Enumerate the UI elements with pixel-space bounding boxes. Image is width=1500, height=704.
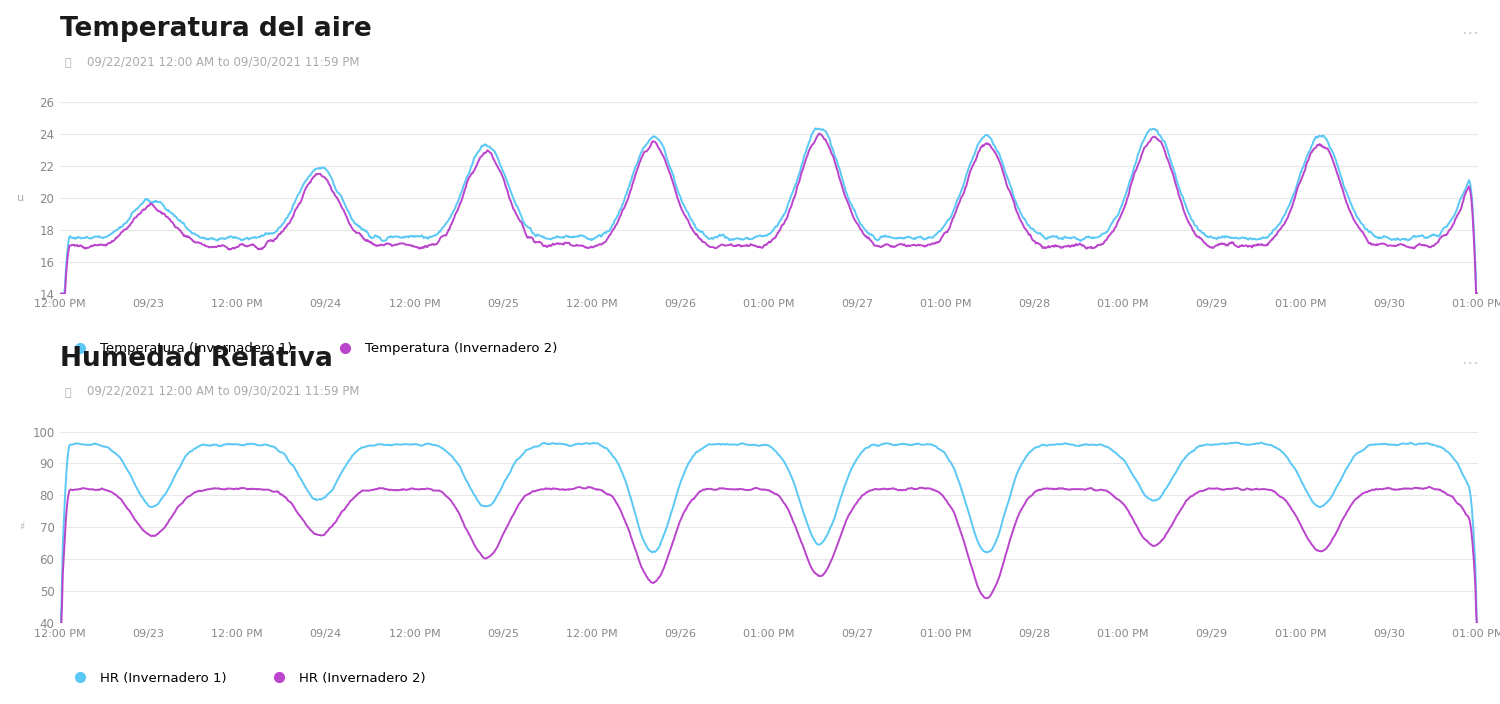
Legend: HR (Invernadero 1), HR (Invernadero 2): HR (Invernadero 1), HR (Invernadero 2) — [66, 672, 426, 685]
Text: Humedad Relativa: Humedad Relativa — [60, 346, 333, 372]
Text: ⧆: ⧆ — [64, 58, 70, 68]
Text: 09/22/2021 12:00 AM to 09/30/2021 11:59 PM: 09/22/2021 12:00 AM to 09/30/2021 11:59 … — [87, 384, 360, 398]
Text: Temperatura del aire: Temperatura del aire — [60, 16, 372, 42]
Text: u: u — [18, 193, 24, 203]
Text: ⋯: ⋯ — [1461, 24, 1478, 42]
Text: ⧆: ⧆ — [64, 388, 70, 398]
Legend: Temperatura (Invernadero 1), Temperatura (Invernadero 2): Temperatura (Invernadero 1), Temperatura… — [66, 342, 556, 356]
Text: ⋯: ⋯ — [1461, 353, 1478, 372]
Text: 09/22/2021 12:00 AM to 09/30/2021 11:59 PM: 09/22/2021 12:00 AM to 09/30/2021 11:59 … — [87, 56, 360, 68]
Text: ♯: ♯ — [20, 522, 24, 532]
